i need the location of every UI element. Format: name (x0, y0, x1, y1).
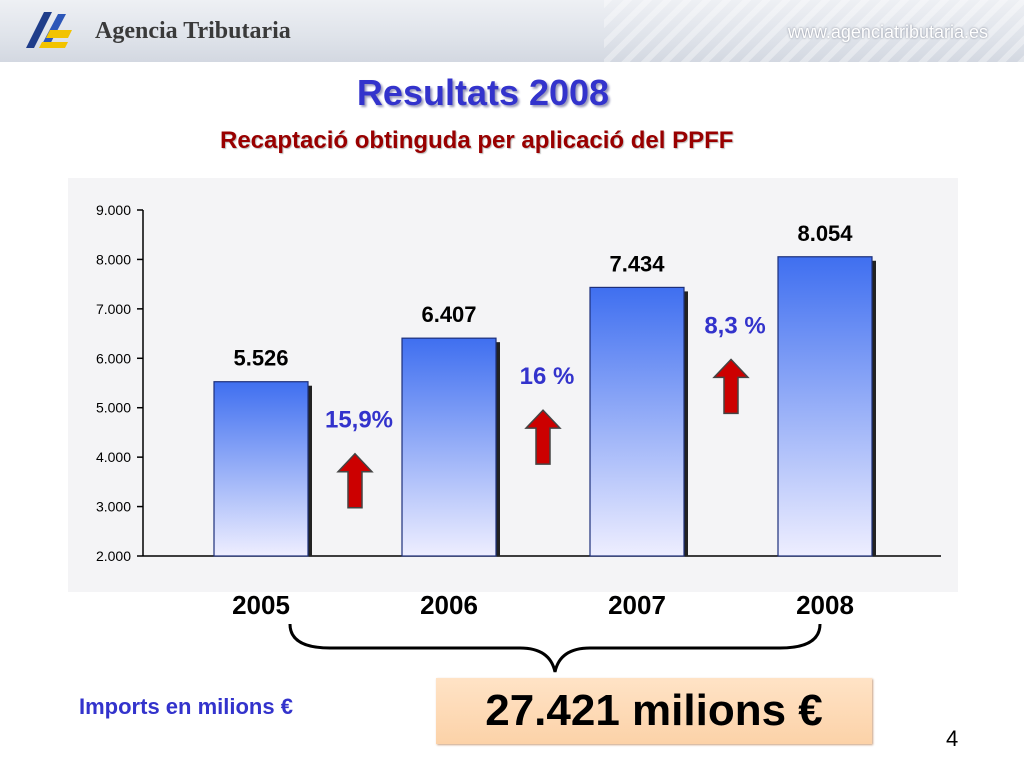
curly-brace-icon (288, 623, 822, 673)
slide-subtitle: Recaptació obtinguda per aplicació del P… (220, 127, 734, 154)
bar-chart: 2.000 3.000 4.000 5.000 6.000 7.000 8.000 9.000… (96, 202, 941, 564)
bar-value-label: 5.526 (233, 346, 288, 371)
agency-name: Agencia Tributaria (95, 18, 291, 44)
up-arrow-icon (712, 358, 750, 415)
agency-logo-icon (26, 12, 72, 48)
bar (401, 337, 497, 557)
y-tick-label: 2.000 (96, 548, 131, 564)
slide-title: Resultats 2008 (356, 72, 610, 113)
header-bar: Agencia Tributaria www.agenciatributaria… (0, 0, 1024, 62)
x-tick-label: 2005 (232, 590, 290, 620)
y-tick-label: 6.000 (96, 350, 131, 366)
growth-label: 15,9% (325, 407, 393, 434)
header-decoration (604, 0, 1024, 62)
bar (589, 286, 685, 557)
x-tick-label: 2008 (796, 590, 854, 620)
agency-url[interactable]: www.agenciatributaria.es (787, 22, 988, 42)
y-tick-label: 5.000 (96, 400, 131, 416)
y-tick-label: 9.000 (96, 202, 131, 218)
bar-value-label: 7.434 (609, 251, 665, 276)
total-amount: 27.421 milions € (485, 686, 823, 735)
units-note: Imports en milions € (79, 694, 293, 719)
growth-label: 8,3 % (704, 312, 765, 339)
bar (213, 381, 309, 557)
growth-label: 16 % (520, 363, 575, 390)
chart-area: 2.000 3.000 4.000 5.000 6.000 7.000 8.000 9.000… (68, 178, 958, 592)
up-arrow-icon (524, 409, 562, 465)
y-tick-label: 7.000 (96, 301, 131, 317)
y-tick-label: 3.000 (96, 499, 131, 515)
y-tick-label: 4.000 (96, 449, 131, 465)
bar-value-label: 6.407 (421, 302, 476, 327)
bar-value-label: 8.054 (797, 221, 853, 246)
y-tick-label: 8.000 (96, 251, 131, 267)
x-tick-label: 2007 (608, 590, 666, 620)
total-amount-box: 27.421 milions € (436, 678, 872, 744)
x-tick-label: 2006 (420, 590, 478, 620)
bar (777, 256, 873, 557)
page-number: 4 (946, 726, 959, 751)
up-arrow-icon (336, 452, 374, 509)
